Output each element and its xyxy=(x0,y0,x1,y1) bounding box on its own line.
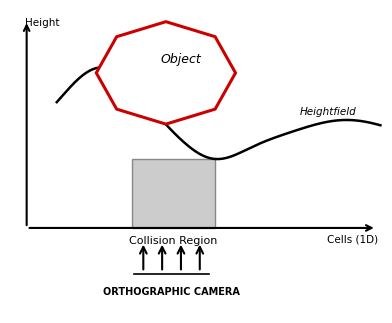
Text: ORTHOGRAPHIC CAMERA: ORTHOGRAPHIC CAMERA xyxy=(103,287,240,297)
Text: Collision Region: Collision Region xyxy=(129,236,218,246)
Text: Object: Object xyxy=(161,53,201,66)
Text: Heightfield: Heightfield xyxy=(299,107,356,117)
Text: Cells (1D): Cells (1D) xyxy=(327,235,379,245)
Polygon shape xyxy=(96,22,236,124)
Bar xyxy=(132,159,215,228)
Text: Height: Height xyxy=(25,17,59,27)
